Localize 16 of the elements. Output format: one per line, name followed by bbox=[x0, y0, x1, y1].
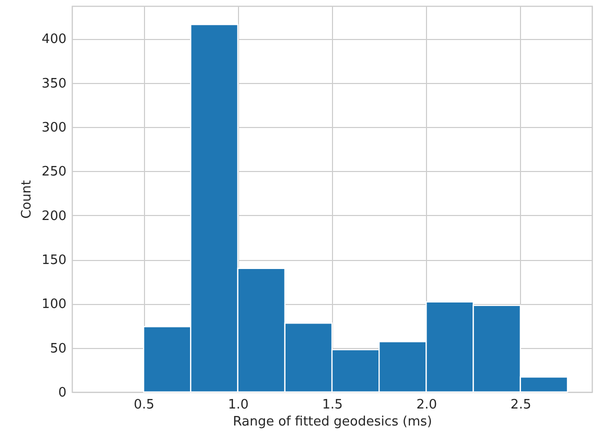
y-tick-label: 400 bbox=[42, 32, 66, 48]
x-tick-label: 2.5 bbox=[510, 398, 532, 412]
y-tick-label: 250 bbox=[42, 164, 66, 180]
y-tick-label: 350 bbox=[42, 76, 66, 92]
y-tick-label: 50 bbox=[50, 341, 66, 356]
x-tick-label: 1.0 bbox=[228, 398, 249, 412]
y-tick-label: 150 bbox=[42, 253, 66, 268]
y-axis-title: Count bbox=[20, 180, 35, 219]
x-tick-label: 0.5 bbox=[134, 398, 154, 412]
y-tick-label: 200 bbox=[42, 208, 66, 224]
y-tick-label: 300 bbox=[42, 120, 66, 136]
x-tick-label: 1.5 bbox=[322, 398, 343, 412]
y-tick-label: 0 bbox=[58, 386, 66, 400]
y-tick-label: 100 bbox=[42, 297, 66, 312]
x-axis-title: Range of fitted geodesics (ms) bbox=[232, 414, 432, 430]
x-tick-label: 2.0 bbox=[416, 398, 438, 412]
